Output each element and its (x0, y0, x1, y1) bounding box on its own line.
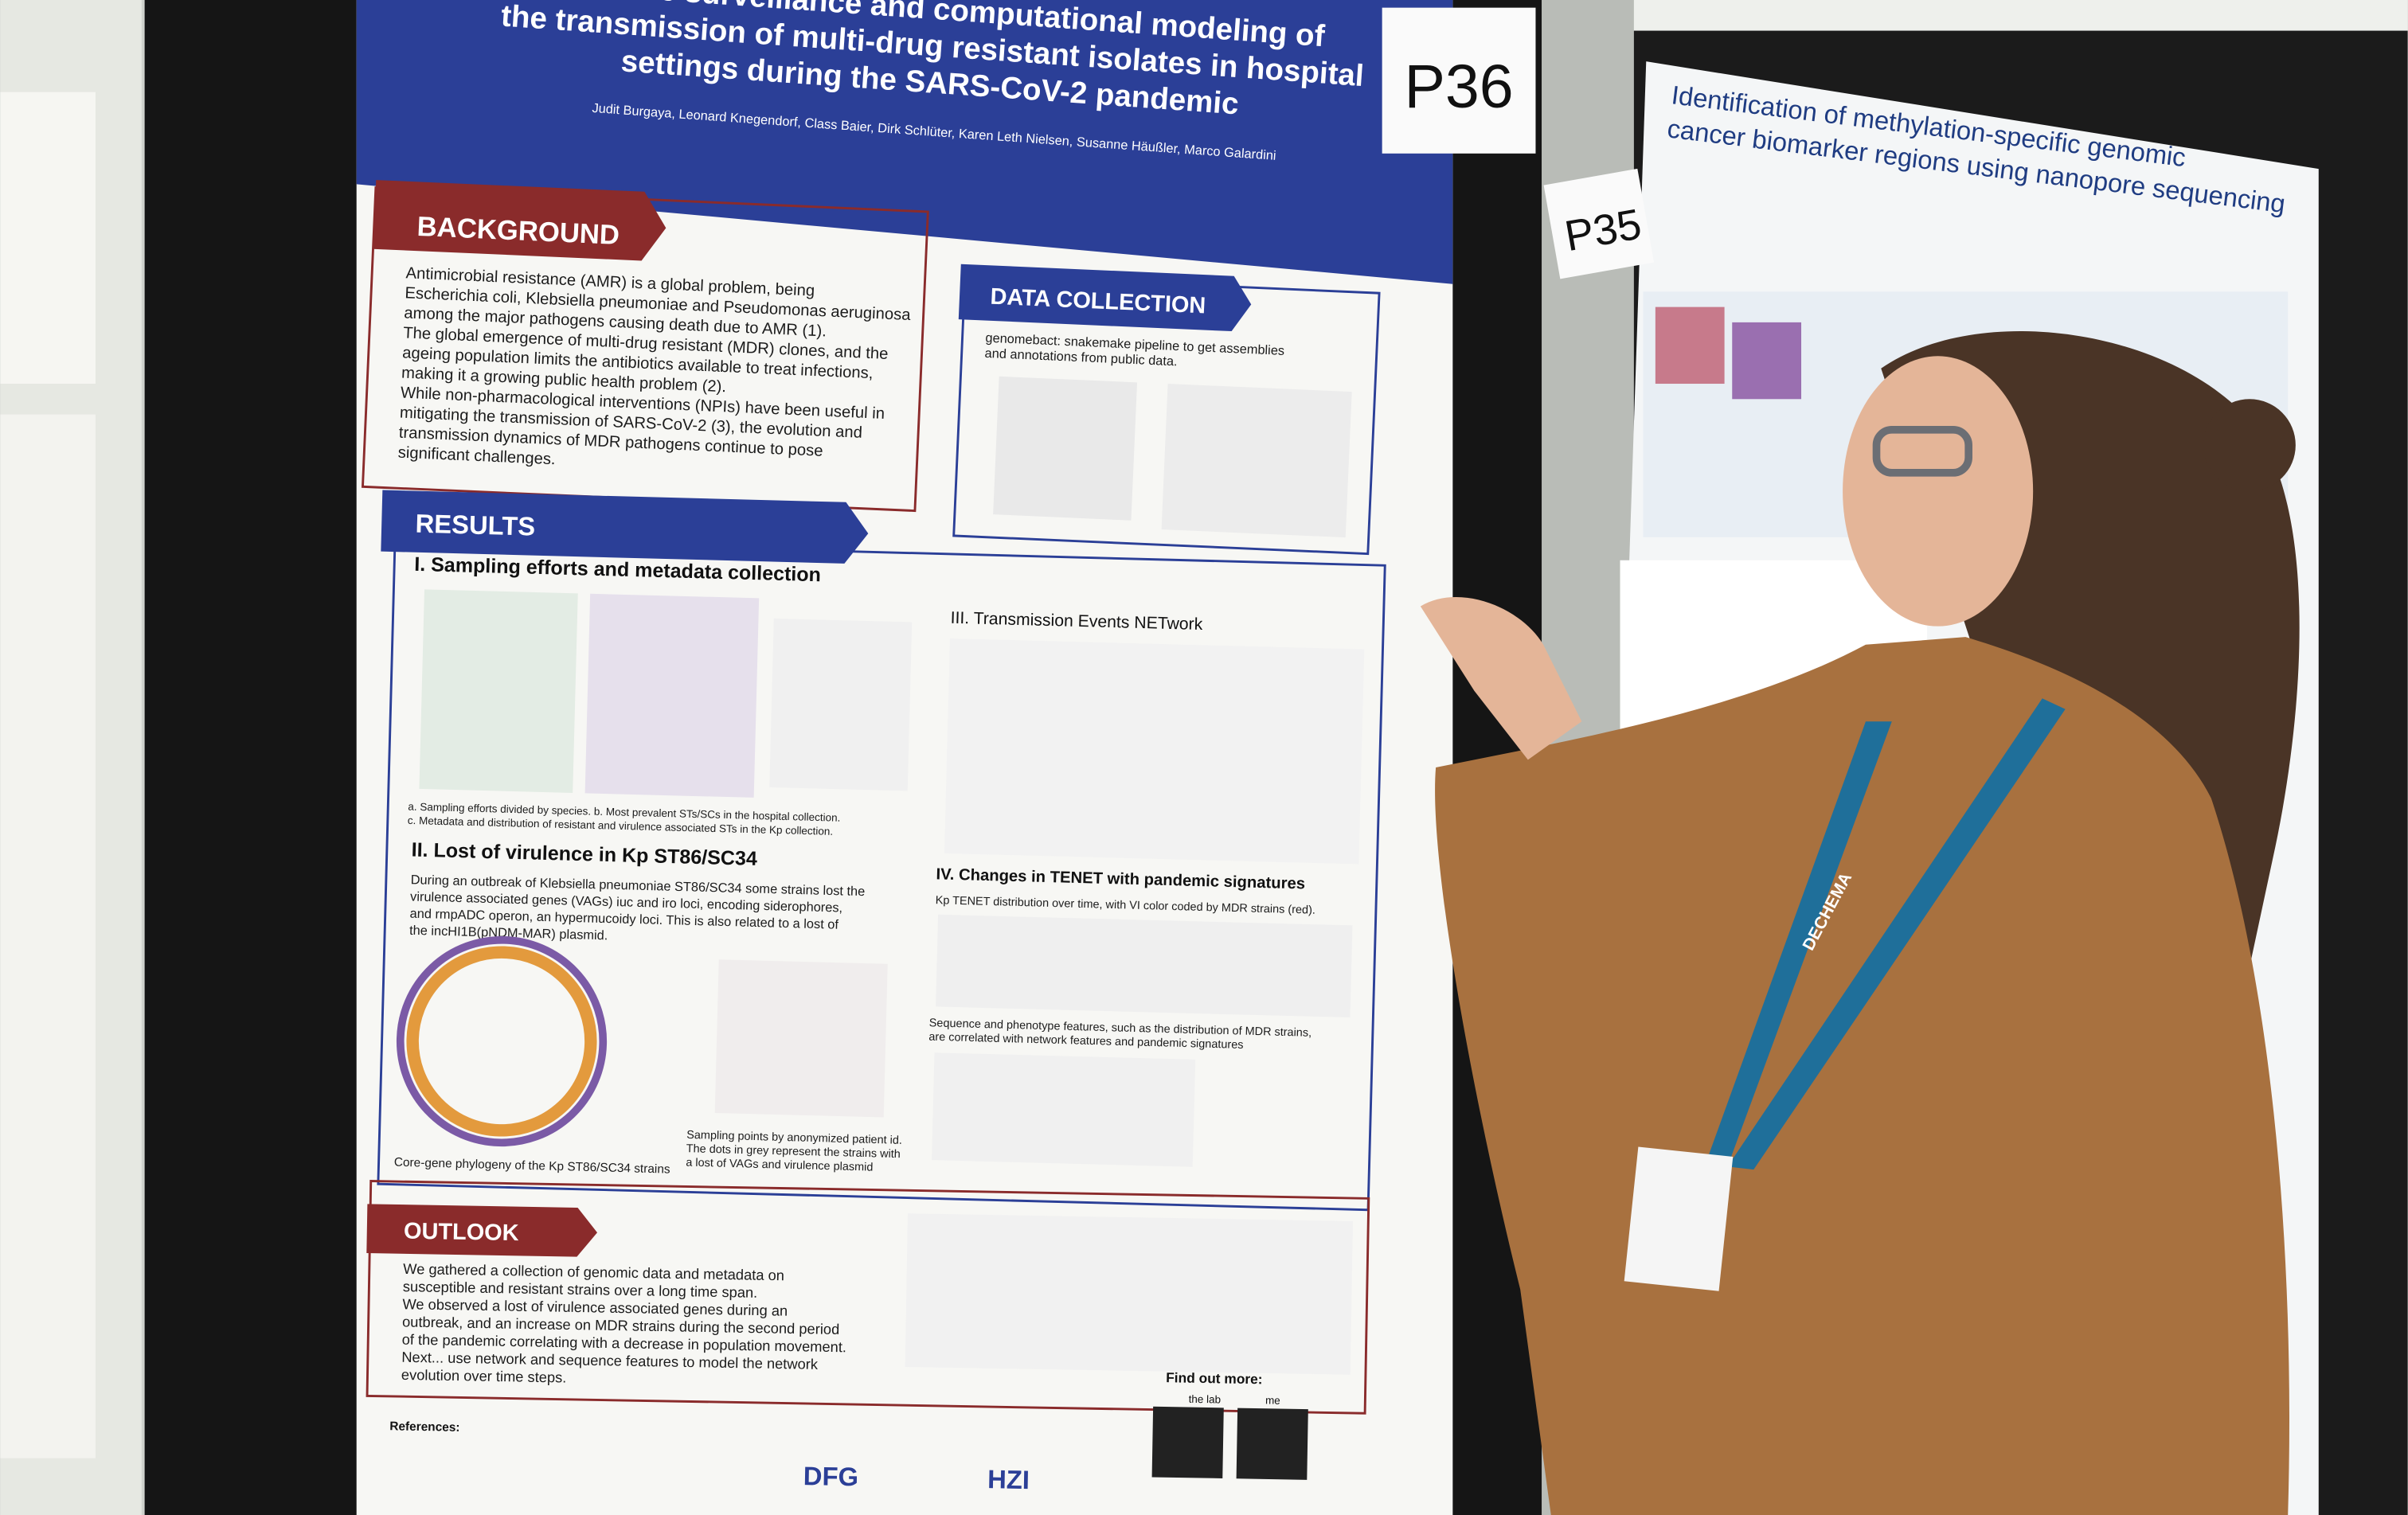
phylogeny-ring (396, 935, 608, 1147)
left-poster-panel (0, 92, 96, 385)
text-line: The dots in grey represent the strains w… (686, 1142, 901, 1161)
left-poster-panel (0, 414, 96, 1458)
pipeline-figure (993, 376, 1138, 521)
text-line: a lost of VAGs and virulence plasmid (686, 1157, 873, 1174)
figure (419, 589, 578, 793)
qr-label: the lab (1189, 1393, 1222, 1406)
phylogeny-ring (406, 946, 597, 1137)
section-text: Antimicrobial resistance (AMR) is a glob… (397, 264, 912, 483)
hand (1420, 597, 1582, 760)
figure (905, 1213, 1354, 1375)
name-badge (1624, 1146, 1734, 1291)
figure (769, 618, 913, 791)
label-card (1543, 168, 1655, 279)
poster-label: P36 (1404, 53, 1513, 121)
section-box (377, 538, 1386, 1212)
label-card (1382, 7, 1536, 154)
logo: HZI (987, 1464, 1030, 1494)
figure (714, 959, 888, 1118)
section-heading: RESULTS (415, 509, 535, 541)
qr-code (1151, 1406, 1224, 1478)
section-text: We gathered a collection of genomic data… (401, 1260, 848, 1391)
tissue-image (1732, 322, 1802, 400)
figure (584, 593, 760, 798)
figure (944, 638, 1365, 865)
face (1843, 356, 2034, 627)
sweater (1435, 637, 2290, 1515)
section-banner (373, 180, 666, 261)
glasses (1872, 426, 1972, 477)
tissue-image (1655, 307, 1725, 385)
logo: DFG (803, 1461, 859, 1491)
poster-header (356, 0, 1453, 284)
find-out-more: Find out more: (1166, 1369, 1263, 1387)
lanyard-strap (1727, 698, 2066, 1170)
section-box (366, 1180, 1370, 1415)
figure (932, 1052, 1196, 1167)
hair-bun (2203, 399, 2296, 491)
section-banner (958, 264, 1252, 332)
qr-code (1236, 1408, 1308, 1480)
section-banner (381, 490, 869, 564)
qr-label: me (1265, 1394, 1280, 1406)
caption: Sampling points by anonymized patient id… (686, 1129, 902, 1175)
figure (936, 914, 1353, 1018)
references-heading: References: (389, 1419, 459, 1435)
pipeline-figure (1161, 384, 1352, 538)
section-heading: OUTLOOK (404, 1219, 519, 1247)
text-line: Sampling points by anonymized patient id… (686, 1129, 902, 1147)
text-line: evolution over time steps. (401, 1366, 567, 1386)
section-banner (366, 1204, 598, 1257)
lanyard-strap (1704, 721, 1892, 1167)
